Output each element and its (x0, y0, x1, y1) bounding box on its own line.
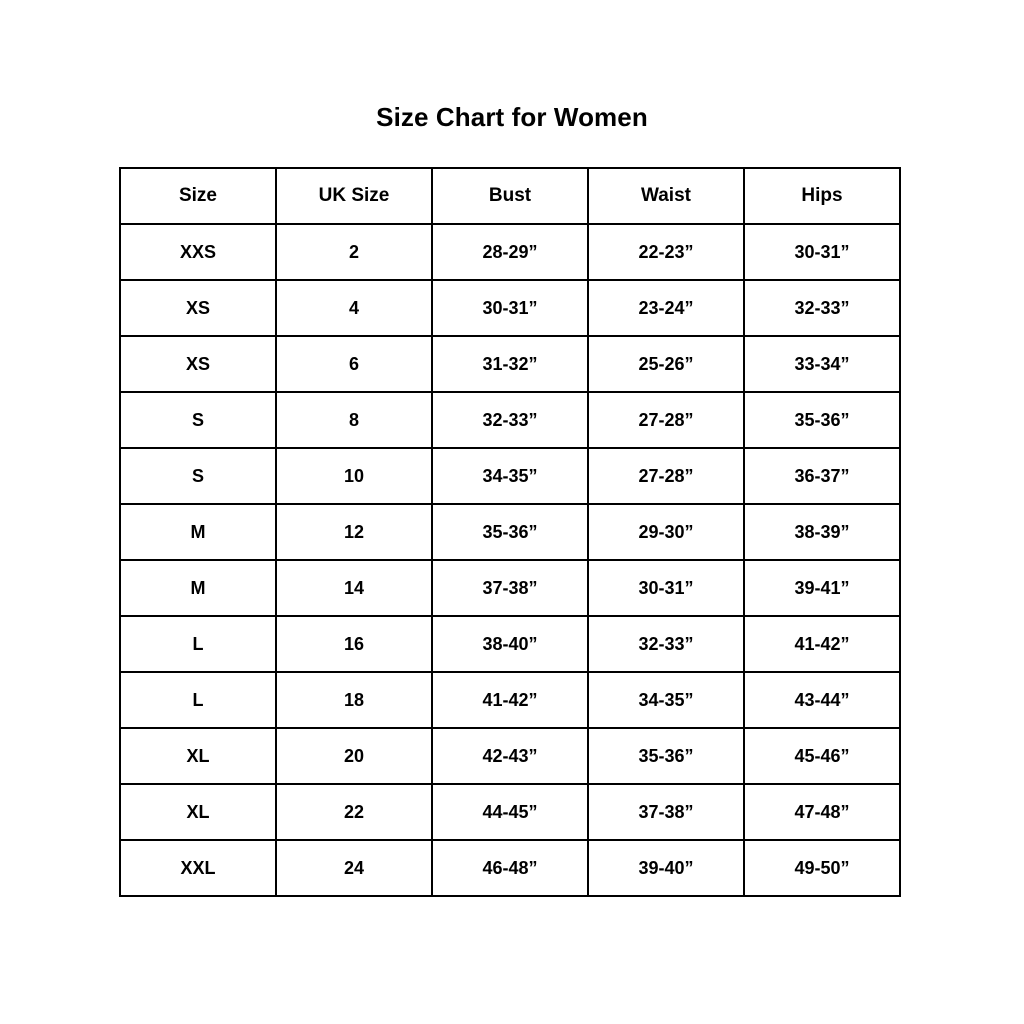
cell-bust: 30-31” (431, 279, 589, 337)
table-header-row: Size UK Size Bust Waist Hips (119, 167, 901, 225)
cell-waist: 23-24” (587, 279, 745, 337)
column-header-waist: Waist (587, 167, 745, 225)
table-row: XXS 2 28-29” 22-23” 30-31” (119, 223, 901, 281)
cell-bust: 44-45” (431, 783, 589, 841)
cell-bust: 37-38” (431, 559, 589, 617)
cell-waist: 30-31” (587, 559, 745, 617)
cell-size: S (119, 447, 277, 505)
cell-hips: 41-42” (743, 615, 901, 673)
table-row: M 12 35-36” 29-30” 38-39” (119, 503, 901, 561)
cell-waist: 29-30” (587, 503, 745, 561)
cell-waist: 27-28” (587, 447, 745, 505)
cell-waist: 37-38” (587, 783, 745, 841)
cell-waist: 35-36” (587, 727, 745, 785)
cell-hips: 36-37” (743, 447, 901, 505)
cell-hips: 39-41” (743, 559, 901, 617)
table-row: S 8 32-33” 27-28” 35-36” (119, 391, 901, 449)
cell-uk-size: 20 (275, 727, 433, 785)
cell-size: S (119, 391, 277, 449)
table-body: XXS 2 28-29” 22-23” 30-31” XS 4 30-31” 2… (119, 223, 901, 897)
cell-uk-size: 4 (275, 279, 433, 337)
cell-uk-size: 10 (275, 447, 433, 505)
cell-bust: 34-35” (431, 447, 589, 505)
cell-uk-size: 8 (275, 391, 433, 449)
column-header-uk-size: UK Size (275, 167, 433, 225)
cell-waist: 32-33” (587, 615, 745, 673)
table-row: XS 4 30-31” 23-24” 32-33” (119, 279, 901, 337)
cell-uk-size: 12 (275, 503, 433, 561)
table-row: XL 20 42-43” 35-36” 45-46” (119, 727, 901, 785)
cell-bust: 28-29” (431, 223, 589, 281)
column-header-bust: Bust (431, 167, 589, 225)
cell-size: XL (119, 727, 277, 785)
table-row: M 14 37-38” 30-31” 39-41” (119, 559, 901, 617)
table-row: L 18 41-42” 34-35” 43-44” (119, 671, 901, 729)
table-row: L 16 38-40” 32-33” 41-42” (119, 615, 901, 673)
cell-size: XS (119, 335, 277, 393)
table-row: XS 6 31-32” 25-26” 33-34” (119, 335, 901, 393)
cell-waist: 39-40” (587, 839, 745, 897)
cell-waist: 25-26” (587, 335, 745, 393)
cell-hips: 45-46” (743, 727, 901, 785)
cell-hips: 30-31” (743, 223, 901, 281)
cell-uk-size: 16 (275, 615, 433, 673)
cell-size: L (119, 671, 277, 729)
cell-hips: 49-50” (743, 839, 901, 897)
table-row: XXL 24 46-48” 39-40” 49-50” (119, 839, 901, 897)
page-title: Size Chart for Women (376, 102, 648, 132)
cell-size: L (119, 615, 277, 673)
cell-bust: 41-42” (431, 671, 589, 729)
cell-size: M (119, 559, 277, 617)
column-header-hips: Hips (743, 167, 901, 225)
cell-uk-size: 22 (275, 783, 433, 841)
cell-waist: 34-35” (587, 671, 745, 729)
cell-hips: 32-33” (743, 279, 901, 337)
cell-hips: 35-36” (743, 391, 901, 449)
cell-hips: 38-39” (743, 503, 901, 561)
cell-bust: 46-48” (431, 839, 589, 897)
size-chart-table: Size UK Size Bust Waist Hips XXS 2 28-29… (119, 167, 901, 897)
cell-size: XS (119, 279, 277, 337)
cell-bust: 32-33” (431, 391, 589, 449)
cell-uk-size: 24 (275, 839, 433, 897)
table-header: Size UK Size Bust Waist Hips (119, 167, 901, 225)
cell-waist: 27-28” (587, 391, 745, 449)
cell-waist: 22-23” (587, 223, 745, 281)
cell-size: XL (119, 783, 277, 841)
table-row: XL 22 44-45” 37-38” 47-48” (119, 783, 901, 841)
cell-size: XXL (119, 839, 277, 897)
cell-uk-size: 18 (275, 671, 433, 729)
cell-bust: 38-40” (431, 615, 589, 673)
cell-hips: 43-44” (743, 671, 901, 729)
cell-size: XXS (119, 223, 277, 281)
cell-bust: 35-36” (431, 503, 589, 561)
column-header-size: Size (119, 167, 277, 225)
cell-bust: 31-32” (431, 335, 589, 393)
cell-hips: 33-34” (743, 335, 901, 393)
size-chart-table-container: Size UK Size Bust Waist Hips XXS 2 28-29… (119, 167, 901, 897)
table-row: S 10 34-35” 27-28” 36-37” (119, 447, 901, 505)
cell-hips: 47-48” (743, 783, 901, 841)
cell-uk-size: 6 (275, 335, 433, 393)
cell-uk-size: 14 (275, 559, 433, 617)
cell-uk-size: 2 (275, 223, 433, 281)
cell-bust: 42-43” (431, 727, 589, 785)
cell-size: M (119, 503, 277, 561)
